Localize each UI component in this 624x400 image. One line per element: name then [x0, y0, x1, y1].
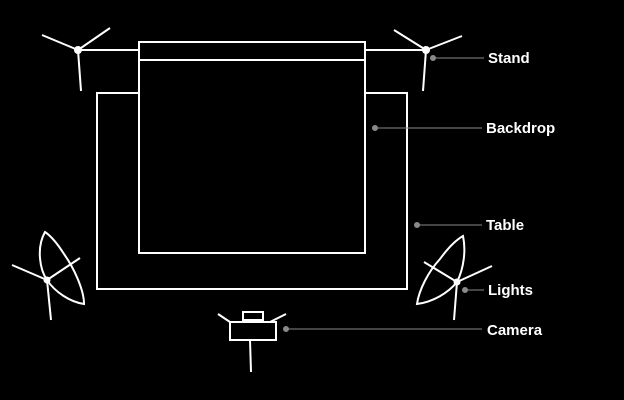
stand-label: Stand — [488, 50, 530, 67]
backdrop-leader-dot — [372, 125, 378, 131]
camera-icon — [217, 311, 287, 373]
left-light-icon — [11, 230, 86, 321]
backdrop-label: Backdrop — [486, 120, 555, 137]
lights-label: Lights — [488, 282, 533, 299]
backdrop-roll-bar — [138, 41, 366, 61]
lights-leader-dot — [462, 287, 468, 293]
right-stand-icon — [393, 29, 463, 92]
left-stand-icon — [41, 27, 111, 92]
camera-label: Camera — [487, 322, 543, 339]
right-light-icon — [415, 234, 493, 321]
stand-leader-dot — [430, 55, 436, 61]
table-leader-dot — [414, 222, 420, 228]
camera-leader-dot — [283, 326, 289, 332]
table-label: Table — [486, 217, 524, 234]
backdrop-rectangle — [138, 59, 366, 254]
